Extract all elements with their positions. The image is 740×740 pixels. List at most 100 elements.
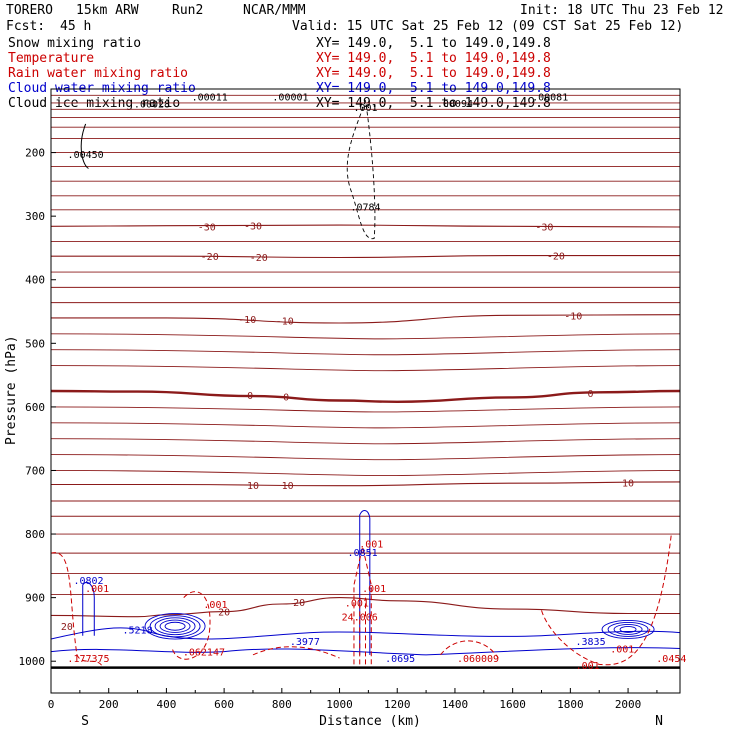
valid-time: Valid: 15 UTC Sat 25 Feb 12 (09 CST Sat … — [292, 19, 684, 34]
field-cloudice-xy: XY= 149.0, 5.1 to 149.0,149.8 — [316, 96, 551, 111]
y-tick-label: 400 — [25, 274, 45, 287]
x-tick-label: 1800 — [557, 698, 584, 711]
snow-contour-label: .001 — [353, 103, 377, 114]
temperature-contour-label: 10 — [622, 479, 634, 490]
temperature-contour-label: 20 — [218, 608, 230, 619]
north-label: N — [655, 714, 663, 729]
y-tick-label: 500 — [25, 337, 45, 350]
cloud-water-core — [149, 615, 201, 638]
fcst-value: 45 h — [60, 19, 92, 34]
temp-contour-line — [51, 224, 680, 228]
snow-contour-label: .00011 — [192, 93, 228, 104]
y-tick-label: 600 — [25, 401, 45, 414]
field-snow-name: Snow mixing ratio — [8, 36, 142, 51]
field-snow-xy: XY= 149.0, 5.1 to 149.0,149.8 — [316, 36, 551, 51]
x-tick-label: 1000 — [326, 698, 353, 711]
org-label: NCAR/MMM — [243, 3, 306, 18]
temp-isotherm — [51, 454, 680, 461]
model-name: TORERO — [6, 3, 53, 18]
snow-contour — [80, 123, 89, 169]
y-axis-label: Pressure (hPa) — [4, 335, 19, 445]
temp-contour-line — [51, 255, 680, 259]
rain-contour-label: .001 — [576, 661, 600, 672]
rain-contour-label: .177375 — [67, 654, 109, 665]
rain-contour-label: .062147 — [183, 648, 225, 659]
y-tick-label: 800 — [25, 528, 45, 541]
temperature-contour-label: -30 — [198, 222, 216, 233]
rain-contour-label: .001 — [345, 599, 369, 610]
rain-contour-label: .001 — [362, 584, 386, 595]
y-tick-label: 1000 — [19, 655, 46, 668]
rain-water-contour — [51, 552, 104, 668]
x-tick-label: 400 — [156, 698, 176, 711]
y-tick-label: 900 — [25, 592, 45, 605]
temperature-contour-label: -10 — [276, 316, 294, 327]
temp-isotherm — [51, 349, 680, 356]
rain-water-contour — [440, 640, 499, 659]
temperature-contour-label: 0 — [588, 389, 594, 400]
snow-contour-label: .00081 — [532, 93, 568, 104]
rain-water-contour — [252, 646, 340, 659]
x-tick-label: 1600 — [499, 698, 526, 711]
rain-contour-label: .0454 — [656, 654, 686, 665]
field-temp-name: Temperature — [8, 51, 95, 66]
cloud-water-core — [613, 623, 643, 635]
temperature-contour-label: 0 — [283, 393, 289, 404]
run-label: Run2 — [172, 3, 204, 18]
cloud-water-contour-label: .3835 — [576, 637, 606, 648]
temperature-contour-label: -10 — [564, 311, 582, 322]
temperature-contour-label: 10 — [282, 481, 294, 492]
temperature-contour-label: -20 — [201, 252, 219, 263]
rain-water-contour — [353, 546, 372, 665]
x-tick-label: 1200 — [384, 698, 411, 711]
temp-isotherm — [51, 470, 680, 477]
cloud-water-core — [601, 619, 655, 639]
cloud-water-contour-label: .3977 — [290, 637, 320, 648]
plot-frame — [50, 88, 681, 694]
y-tick-label: 300 — [25, 210, 45, 223]
temperature-contour-label: 20 — [293, 598, 305, 609]
x-tick-label: 0 — [48, 698, 55, 711]
temperature-contour-label: 0 — [247, 391, 253, 402]
cloud-water-core — [619, 625, 637, 633]
snow-contour-label: .0784 — [350, 203, 380, 214]
rain-water-contour — [541, 533, 672, 666]
cloud-water-core — [607, 621, 649, 637]
south-label: S — [81, 714, 89, 729]
rain-contour-label: 24.006 — [342, 613, 378, 624]
rain-contour-label: .001 — [359, 540, 383, 551]
temperature-contour-label: 10 — [247, 481, 259, 492]
cloud-water-core — [164, 621, 186, 631]
rain-contour-label: .060009 — [457, 654, 499, 665]
temperature-contour-label: -30 — [244, 222, 262, 233]
temp-isotherm — [51, 438, 680, 445]
snow-contour-label: .00001 — [272, 93, 308, 104]
temp-contour-line — [51, 481, 680, 487]
x-tick-label: 800 — [272, 698, 292, 711]
hydrometeor-contours — [51, 100, 680, 669]
cloud-water-contour-label: .0851 — [348, 548, 378, 559]
temp-isotherm — [51, 422, 680, 429]
snow-contour — [346, 100, 376, 239]
x-tick-label: 1400 — [442, 698, 469, 711]
rain-water-contour — [359, 597, 366, 665]
x-tick-label: 200 — [99, 698, 119, 711]
cloud-water-contour-label: .0695 — [385, 654, 415, 665]
x-tick-label: 600 — [214, 698, 234, 711]
x-axis-label: Distance (km) — [319, 714, 421, 729]
rain-contour-label: .001 — [85, 584, 109, 595]
temp-contour-line — [51, 314, 680, 324]
cloud-water-contour — [359, 510, 371, 655]
rain-contour-label: .001 — [610, 644, 634, 655]
temperature-contour-label: -30 — [535, 222, 553, 233]
field-rain-name: Rain water mixing ratio — [8, 66, 189, 81]
snow-contour-label: .00094 — [437, 99, 473, 110]
temperature-contour-label: -20 — [250, 253, 268, 264]
rain-water-contour — [171, 591, 211, 660]
temperature-contour-label: 20 — [61, 622, 73, 633]
snow-contour-label: .00450 — [68, 150, 104, 161]
cloud-water-core — [159, 619, 191, 633]
temp-isotherm — [51, 333, 680, 340]
field-rain-xy: XY= 149.0, 5.1 to 149.0,149.8 — [316, 66, 551, 81]
